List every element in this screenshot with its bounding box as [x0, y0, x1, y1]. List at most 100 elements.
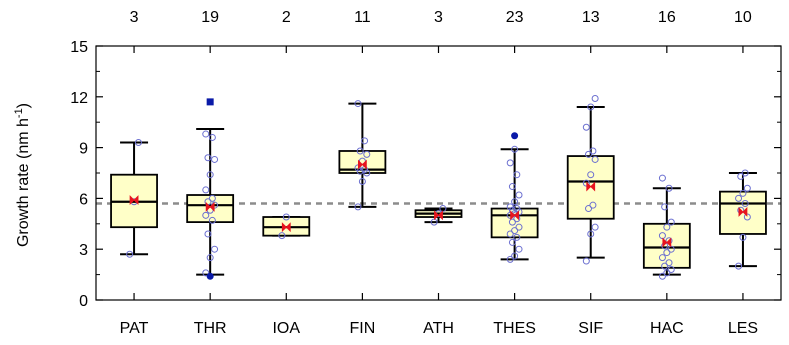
x-tick-label: LES: [728, 320, 758, 337]
count-label: 11: [354, 9, 371, 26]
data-point: [661, 262, 669, 270]
data-point: [663, 269, 671, 277]
y-tick-label: 12: [70, 90, 88, 107]
data-point: [515, 223, 523, 231]
data-point: [354, 203, 362, 211]
data-point: [587, 103, 595, 111]
outlier-square: [206, 98, 214, 106]
data-point: [202, 211, 210, 219]
x-tick-label: IOA: [272, 320, 300, 337]
x-tick-label: HAC: [650, 320, 684, 337]
count-label: 3: [434, 9, 443, 26]
data-point: [354, 100, 362, 108]
count-label: 10: [734, 9, 752, 26]
data-point: [202, 269, 210, 277]
data-point: [361, 137, 369, 145]
mean-marker: [434, 210, 443, 221]
x-tick-label: THES: [493, 320, 536, 337]
y-axis-title-superscript: -1: [13, 108, 25, 118]
point-layer: [126, 94, 751, 280]
count-label: 3: [130, 9, 139, 26]
data-point: [737, 172, 745, 180]
mean-marker: [205, 201, 215, 212]
box-ath: [414, 207, 463, 224]
data-point: [735, 194, 743, 202]
data-point: [741, 169, 749, 177]
data-point: [363, 150, 371, 158]
data-point: [667, 266, 675, 274]
data-point: [658, 174, 666, 182]
outlier-point: [511, 132, 519, 140]
data-point: [511, 227, 519, 235]
data-point: [356, 147, 364, 155]
data-point: [134, 139, 142, 147]
data-point: [591, 223, 599, 231]
data-point: [582, 257, 590, 265]
data-point: [585, 205, 593, 213]
data-point: [508, 218, 516, 226]
data-point: [508, 238, 516, 246]
data-point: [667, 218, 675, 226]
data-point: [204, 230, 212, 238]
data-point: [515, 245, 523, 253]
data-point: [211, 245, 219, 253]
data-point: [739, 233, 747, 241]
y-tick-label: 3: [79, 242, 88, 259]
data-point: [506, 230, 514, 238]
count-label: 23: [506, 9, 524, 26]
data-point: [582, 123, 590, 131]
iqr-box: [490, 207, 539, 239]
data-point: [126, 250, 134, 258]
data-point: [513, 205, 521, 213]
data-point: [506, 203, 514, 211]
data-point: [585, 150, 593, 158]
data-point: [208, 216, 216, 224]
box-les: [719, 172, 767, 268]
count-label: 13: [582, 9, 600, 26]
data-point: [741, 199, 749, 207]
y-tick-label: 0: [79, 293, 88, 310]
x-tick-label: FIN: [349, 320, 375, 337]
data-point: [587, 171, 595, 179]
outlier-point: [206, 272, 214, 280]
mean-marker: [662, 237, 672, 248]
data-point: [513, 171, 521, 179]
data-point: [665, 184, 673, 192]
count-label: 19: [201, 9, 219, 26]
data-point: [202, 186, 210, 194]
data-point: [211, 155, 219, 163]
x-tick-label: PAT: [120, 320, 149, 337]
data-point: [739, 189, 747, 197]
y-tick-label: 6: [79, 191, 88, 208]
mean-marker: [357, 159, 367, 170]
mean-marker: [281, 222, 291, 233]
y-axis-title: Growth rate (nm h-1): [13, 103, 32, 247]
mean-marker: [738, 206, 748, 217]
y-tick-label: 15: [70, 39, 88, 56]
data-point: [508, 183, 516, 191]
data-point: [208, 194, 216, 202]
data-point: [282, 213, 290, 221]
box-hac: [642, 187, 691, 276]
data-point: [511, 252, 519, 260]
data-point: [663, 223, 671, 231]
data-point: [665, 259, 673, 267]
count-label: 16: [658, 9, 676, 26]
box-thr: [186, 127, 235, 276]
data-point: [513, 233, 521, 241]
box-fin: [338, 102, 387, 208]
data-point: [735, 262, 743, 270]
data-point: [743, 184, 751, 192]
y-axis-title-close: ): [15, 103, 32, 108]
data-point: [506, 255, 514, 263]
data-point: [587, 230, 595, 238]
box-layer: [110, 102, 767, 276]
data-point: [206, 171, 214, 179]
y-tick-label: 9: [79, 141, 88, 158]
data-point: [661, 203, 669, 211]
data-point: [358, 177, 366, 185]
data-point: [589, 201, 597, 209]
data-point: [204, 154, 212, 162]
data-point: [515, 191, 523, 199]
